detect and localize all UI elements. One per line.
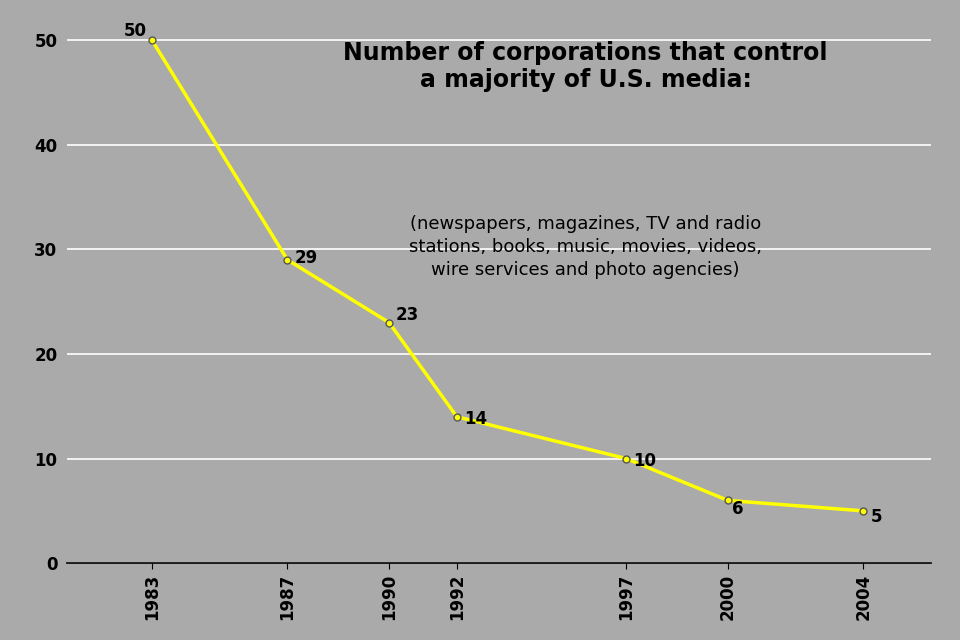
Text: 6: 6: [732, 500, 744, 518]
Text: 50: 50: [124, 22, 147, 40]
Text: (newspapers, magazines, TV and radio
stations, books, music, movies, videos,
wir: (newspapers, magazines, TV and radio sta…: [409, 215, 762, 279]
Text: 23: 23: [396, 306, 420, 324]
Text: 5: 5: [871, 508, 882, 526]
Text: Number of corporations that control
a majority of U.S. media:: Number of corporations that control a ma…: [344, 41, 828, 92]
Text: 10: 10: [634, 452, 657, 470]
Text: 29: 29: [295, 248, 318, 267]
Text: 14: 14: [464, 410, 487, 428]
